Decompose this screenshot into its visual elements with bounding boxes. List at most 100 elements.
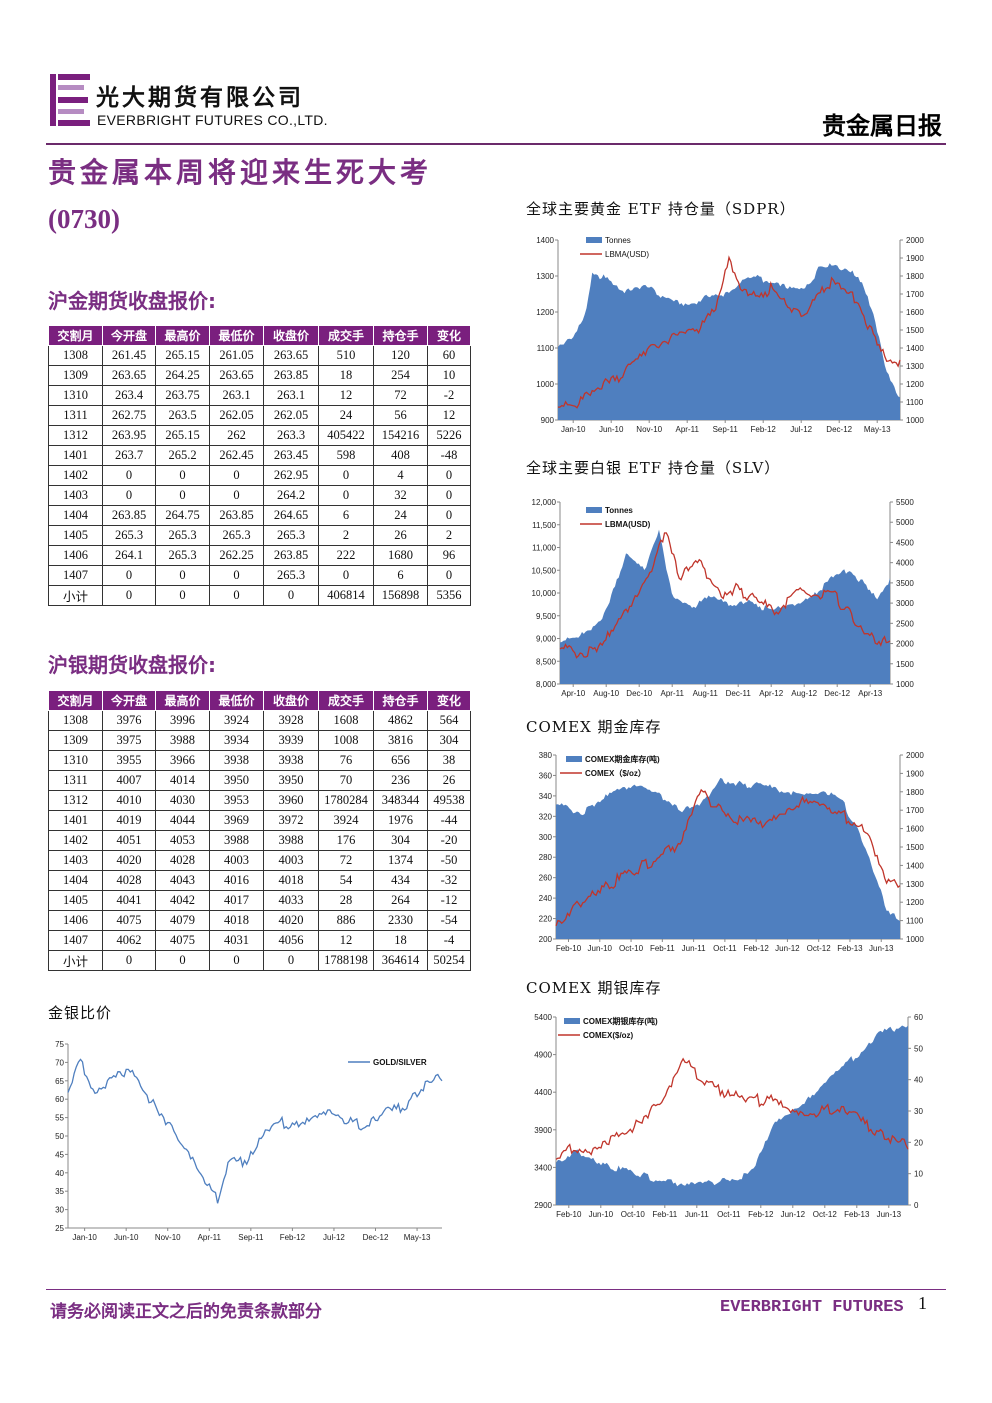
x-tick-label: Dec-11 — [726, 689, 752, 698]
y2-tick-label: 1900 — [906, 769, 924, 778]
table-cell: 3928 — [263, 710, 319, 731]
x-tick-label: Nov-10 — [636, 425, 662, 434]
table-cell: 364614 — [373, 950, 428, 971]
y2-tick-label: 2000 — [906, 236, 924, 245]
table-cell: 4031 — [209, 930, 264, 951]
silver-futures-table: 交割月 今开盘 最高价 最低价 收盘价 成交手 持仓手 变化 1308 3976 3996 3924 3… — [48, 690, 471, 971]
x-tick-label: Jun-13 — [869, 944, 894, 953]
series-line-LBMA(USD) — [559, 532, 891, 659]
y2-tick-label: 4500 — [896, 538, 914, 547]
x-tick-label: Dec-12 — [824, 689, 850, 698]
table-cell: 3988 — [209, 830, 264, 851]
table-cell: 4019 — [102, 810, 156, 831]
company-name-en: EVERBRIGHT FUTURES CO.,LTD. — [97, 112, 328, 128]
table-cell: 264 — [373, 890, 428, 911]
y2-tick-label: 3000 — [896, 599, 914, 608]
legend-label: COMEX（$/oz） — [585, 768, 646, 778]
table-cell: 3975 — [102, 730, 156, 751]
footer-disclaimer: 请务必阅读正文之后的免责条款部分 — [50, 1302, 322, 1322]
table-cell: 510 — [318, 345, 374, 366]
table-header-row: 交割月 今开盘 最高价 最低价 收盘价 成交手 持仓手 变化 — [48, 690, 471, 711]
y-tick-label: 320 — [539, 812, 553, 821]
y-tick-label: 360 — [539, 771, 553, 780]
table-cell: 434 — [373, 870, 428, 891]
comex-silver-chart: 2900 3400 3900 4400 4900 5400 0 10 20 30 40 50 60 Feb… — [534, 1013, 923, 1219]
gold-etf-chart: 900 1000 1100 1200 1300 1400 1000 1100 1200 1300 1… — [536, 236, 924, 434]
x-tick-label: Feb-10 — [556, 1210, 582, 1219]
table-row: 1406 4075 4079 4018 4020 886 2330 -54 — [48, 910, 471, 931]
table-row: 1311 4007 4014 3950 3950 70 236 26 — [48, 770, 471, 791]
report-title: 贵金属本周将迎来生死大考 — [48, 156, 433, 189]
table-cell: 263.85 — [102, 505, 156, 526]
table-cell: -4 — [427, 930, 471, 951]
table-cell: 304 — [427, 730, 471, 751]
table-cell: 265.3 — [209, 525, 264, 546]
y2-tick-label: 4000 — [896, 559, 914, 568]
table-cell: 4062 — [102, 930, 156, 951]
y-tick-label: 11,500 — [532, 521, 556, 530]
table-cell: 262.75 — [102, 405, 156, 426]
table-row: 1310 263.4 263.75 263.1 263.1 12 72 -2 — [48, 385, 471, 406]
table-cell: 405422 — [318, 425, 374, 446]
table-cell: 0 — [318, 485, 374, 506]
x-tick-label: Feb-13 — [844, 1210, 870, 1219]
column-header: 今开盘 — [102, 690, 156, 711]
y-tick-label: 11,000 — [532, 544, 556, 553]
table-cell: 263.65 — [263, 345, 319, 366]
table-cell: 76 — [318, 750, 374, 771]
table-cell: 265.3 — [102, 525, 156, 546]
y-tick-label: 8,500 — [536, 657, 557, 666]
y2-tick-label: 1500 — [896, 660, 914, 669]
table-cell: 1405 — [48, 890, 103, 911]
table-cell: 4 — [373, 465, 428, 486]
table-cell: 263.85 — [263, 365, 319, 386]
y-tick-label: 4900 — [534, 1051, 552, 1060]
x-tick-label: Jul-12 — [323, 1233, 345, 1242]
table-cell: 0 — [209, 585, 264, 606]
legend-label: LBMA(USD) — [605, 250, 649, 259]
y-tick-label: 70 — [55, 1058, 64, 1067]
y-tick-label: 65 — [55, 1077, 64, 1086]
table-cell: 1404 — [48, 505, 103, 526]
table-header-row: 交割月 今开盘 最高价 最低价 收盘价 成交手 持仓手 变化 — [48, 325, 471, 346]
table-cell: 0 — [427, 565, 471, 586]
y-tick-label: 4400 — [534, 1088, 552, 1097]
x-tick-label: Jun-12 — [781, 1210, 806, 1219]
column-header: 变化 — [427, 325, 471, 346]
x-tick-label: Jun-10 — [114, 1233, 139, 1242]
table-cell: 1788198 — [318, 950, 374, 971]
table-cell: 0 — [155, 585, 210, 606]
table-cell: 3924 — [209, 710, 264, 731]
table-cell: 3966 — [155, 750, 210, 771]
table-cell: 1308 — [48, 710, 103, 731]
table-cell: 1404 — [48, 870, 103, 891]
table-cell: 3924 — [318, 810, 374, 831]
table-cell: 4014 — [155, 770, 210, 791]
table-cell: 4003 — [263, 850, 319, 871]
table-cell: 1402 — [48, 830, 103, 851]
table-cell: 1312 — [48, 790, 103, 811]
table-cell: 4003 — [209, 850, 264, 871]
x-tick-label: Sep-11 — [238, 1233, 264, 1242]
table-cell: 262 — [209, 425, 264, 446]
table-row: 1403 4020 4028 4003 4003 72 1374 -50 — [48, 850, 471, 871]
y2-tick-label: 1000 — [896, 680, 914, 689]
table-cell: 1403 — [48, 850, 103, 871]
x-tick-label: Jun-13 — [877, 1210, 902, 1219]
table-cell: 263.7 — [102, 445, 156, 466]
table-cell: 236 — [373, 770, 428, 791]
column-header: 最高价 — [155, 325, 210, 346]
y2-tick-label: 1500 — [906, 326, 924, 335]
table-cell: 4862 — [373, 710, 428, 731]
table-cell: 3934 — [209, 730, 264, 751]
y2-tick-label: 1800 — [906, 788, 924, 797]
y2-tick-label: 1900 — [906, 254, 924, 263]
table-cell: 小计 — [48, 585, 103, 606]
table-cell: 3938 — [209, 750, 264, 771]
series-area-COMEX期金库存(吨) — [556, 777, 900, 939]
x-tick-label: Jun-10 — [599, 425, 624, 434]
table-cell: 1008 — [318, 730, 374, 751]
report-date-code: (0730) — [48, 204, 120, 234]
table-cell: 0 — [155, 465, 210, 486]
table-cell: 1403 — [48, 485, 103, 506]
